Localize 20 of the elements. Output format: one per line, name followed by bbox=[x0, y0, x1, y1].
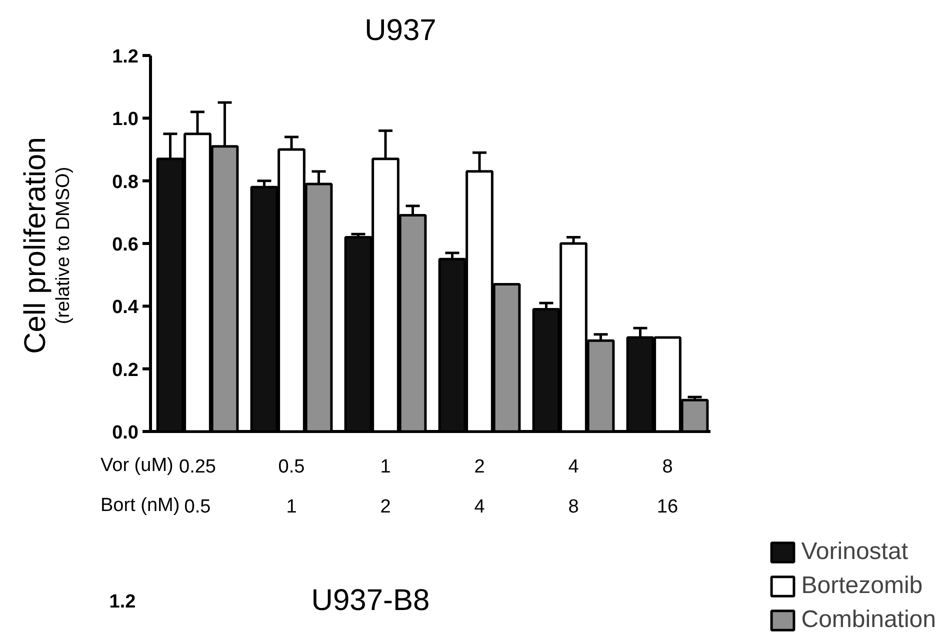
x-tick-label: 1 2 bbox=[380, 456, 391, 518]
legend-label: Bortezomib bbox=[801, 572, 923, 600]
y-tick-label: 0.6 bbox=[112, 234, 139, 256]
x-tick-label: 2 4 bbox=[474, 456, 486, 518]
y-tick-label: 1.0 bbox=[112, 109, 139, 130]
y-tick-label: 1.2 bbox=[112, 46, 139, 68]
legend-label: Vorinostat bbox=[801, 538, 908, 566]
chart-title: U937 bbox=[364, 14, 436, 47]
y-tick-label: 0.2 bbox=[112, 360, 139, 381]
y-tick-label: 0.8 bbox=[112, 172, 139, 193]
legend-label: Combination bbox=[801, 606, 936, 634]
x-tick-label: 0.25 0.5 bbox=[179, 456, 216, 518]
x-tick-label: 8 16 bbox=[656, 456, 678, 518]
x-axis-title: Vor (uM) Bort (nM) bbox=[100, 455, 180, 516]
x-tick-label: 4 8 bbox=[568, 456, 580, 518]
y-axis-title: Cell proliferation (relative to DMSO) bbox=[19, 137, 74, 354]
text: U937-B8 bbox=[311, 584, 430, 617]
y-tick-label: 0.4 bbox=[112, 297, 139, 318]
y-tick-label: 0.0 bbox=[112, 422, 139, 444]
x-tick-label: 0.5 1 bbox=[278, 456, 305, 518]
